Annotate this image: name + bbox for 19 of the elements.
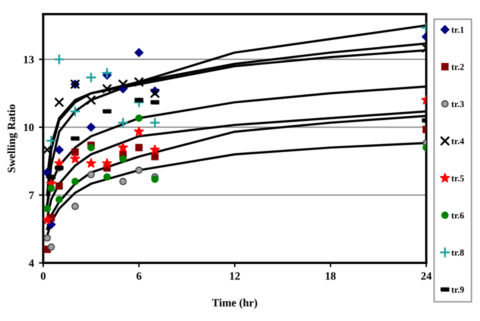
legend-label: tr.9: [451, 286, 464, 293]
legend-label: tr.2: [451, 64, 464, 70]
x-tick-label: 6: [136, 272, 142, 280]
x-tick-label: 18: [326, 272, 336, 280]
y-tick-label: 4: [28, 259, 34, 267]
x-tick-label: 24: [421, 272, 432, 280]
x-axis-title: Time (hr): [212, 298, 258, 309]
y-tick-label: 7: [29, 192, 34, 199]
y-tick-label: 10: [24, 124, 34, 132]
legend-label: tr.3: [451, 101, 464, 108]
x-tick-label: 0: [40, 272, 46, 280]
legend-label: tr.1: [451, 26, 464, 33]
legend-label: tr.4: [451, 138, 464, 144]
legend-label: tr.8: [451, 250, 464, 256]
y-tick-label: 13: [24, 56, 34, 64]
legend-label: tr.5: [451, 175, 464, 182]
y-axis-title: Swelling Ratio: [7, 104, 18, 172]
legend-label: tr.6: [451, 212, 464, 219]
x-tick-label: 12: [230, 272, 240, 280]
